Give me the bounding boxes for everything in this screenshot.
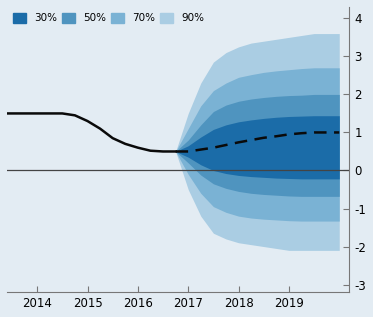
Legend: 30%, 50%, 70%, 90%: 30%, 50%, 70%, 90% [12, 12, 205, 24]
